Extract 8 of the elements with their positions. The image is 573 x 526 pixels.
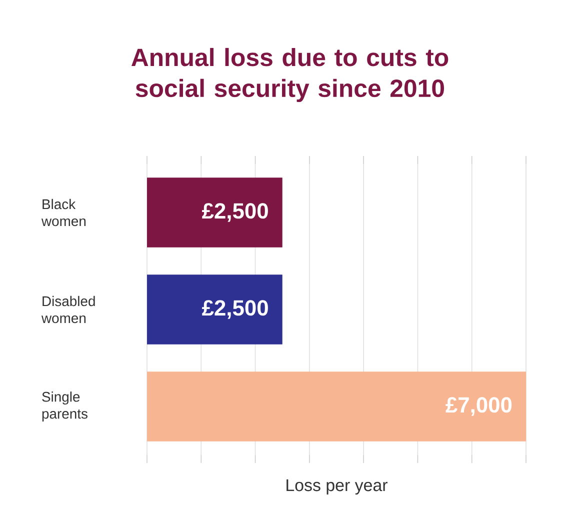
data-label: £2,500 — [202, 203, 268, 222]
chart-title: Annual loss due to cuts to social security since 2010 — [132, 48, 448, 102]
data-label: £2,500 — [202, 300, 268, 319]
y-tick-label: Black women — [41, 198, 86, 226]
y-tick-label: Disabled women — [41, 296, 95, 324]
y-tick-label: Single parents — [42, 392, 88, 422]
x-axis-title: Loss per year — [286, 479, 388, 495]
data-label: £7,000 — [446, 397, 512, 416]
